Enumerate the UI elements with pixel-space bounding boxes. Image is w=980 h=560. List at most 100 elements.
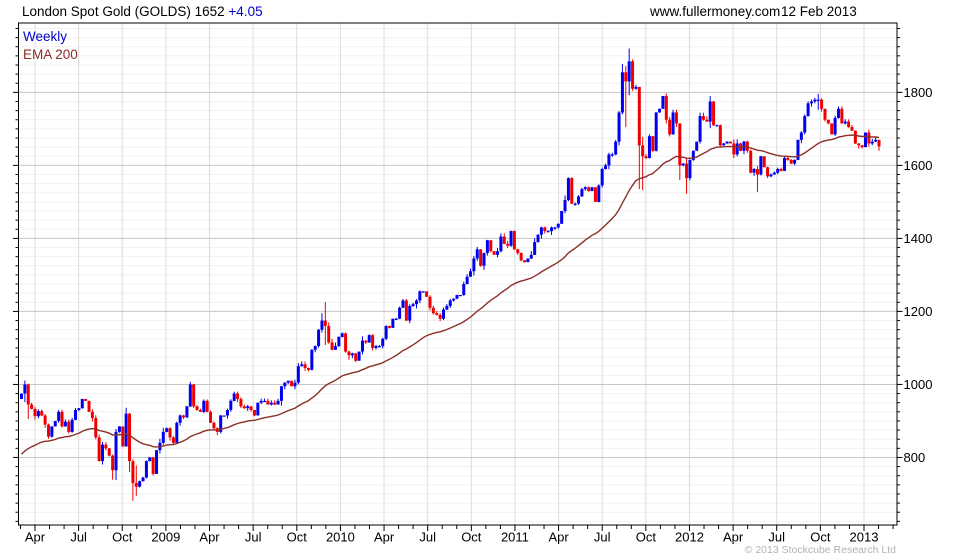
- candle: [523, 259, 527, 263]
- candle: [870, 138, 874, 146]
- candle: [438, 312, 442, 322]
- candle: [50, 426, 54, 438]
- candle: [583, 186, 587, 191]
- candle: [472, 255, 476, 276]
- candle: [300, 361, 304, 367]
- grid-minor-horizontal: [18, 27, 897, 522]
- candle: [124, 407, 128, 447]
- candle: [813, 97, 817, 104]
- candle: [269, 400, 273, 406]
- legend-weekly-label: Weekly: [23, 29, 67, 44]
- candle: [371, 334, 375, 351]
- candle: [462, 281, 466, 296]
- candle: [685, 158, 689, 194]
- candle: [195, 405, 199, 411]
- website-link[interactable]: www.fullermoney.com: [650, 4, 781, 19]
- x-axis-labels: Apr Jul Oct 2009 Apr Jul Oct 2010 Apr Jul Oct 2011 A…: [25, 530, 879, 545]
- x-axis-label: Oct: [287, 530, 308, 545]
- candle: [344, 332, 348, 353]
- candle: [317, 329, 321, 348]
- x-axis-label: Jul: [768, 530, 785, 545]
- candle: [40, 409, 44, 417]
- candle: [725, 141, 729, 144]
- candle: [74, 408, 78, 421]
- candle: [627, 48, 631, 96]
- candle: [617, 111, 621, 146]
- candle: [577, 195, 581, 205]
- y-axis-labels: 800 1000 1200 1400 1600 1800: [904, 85, 933, 465]
- candle: [604, 163, 608, 170]
- candle: [732, 139, 736, 158]
- x-axis-label: Apr: [25, 530, 46, 545]
- candle: [222, 415, 226, 417]
- candle: [475, 246, 479, 262]
- candle: [809, 99, 813, 107]
- candle: [853, 130, 857, 145]
- candle: [580, 187, 584, 197]
- candle: [337, 336, 341, 347]
- candle: [452, 298, 456, 302]
- candle: [114, 428, 118, 481]
- candle: [421, 291, 425, 293]
- candle: [232, 391, 236, 402]
- candle: [482, 252, 486, 270]
- candle: [597, 184, 601, 203]
- candle: [769, 173, 773, 178]
- candle: [519, 252, 523, 262]
- candle: [674, 109, 678, 128]
- candle: [43, 414, 47, 429]
- x-axis-label: Oct: [461, 530, 482, 545]
- candle: [30, 402, 34, 410]
- candle: [279, 385, 283, 406]
- candle: [806, 101, 810, 117]
- candle: [26, 383, 30, 420]
- candle: [772, 171, 776, 175]
- candle: [681, 163, 685, 167]
- candle: [836, 106, 840, 119]
- candle: [614, 140, 618, 156]
- candle: [843, 119, 847, 125]
- candle: [357, 351, 361, 361]
- candle: [877, 139, 881, 151]
- candle: [128, 412, 132, 473]
- candle: [212, 421, 216, 429]
- candle: [529, 250, 533, 260]
- candle: [63, 419, 67, 427]
- candle: [695, 141, 699, 151]
- candle: [526, 258, 530, 263]
- candle: [664, 93, 668, 124]
- candle: [273, 400, 277, 406]
- candle: [209, 410, 213, 423]
- y-axis-label: 1000: [904, 377, 933, 392]
- candle: [347, 350, 351, 360]
- candle: [60, 409, 64, 428]
- candle: [489, 239, 493, 253]
- candle: [661, 96, 665, 109]
- candle: [360, 336, 364, 355]
- candle: [192, 383, 196, 408]
- candle: [668, 116, 672, 137]
- candle: [354, 353, 358, 363]
- candle: [225, 408, 229, 419]
- candle: [290, 380, 294, 387]
- candle: [418, 290, 422, 304]
- candle: [266, 398, 270, 405]
- candle: [799, 131, 803, 144]
- candle: [688, 159, 692, 181]
- candle: [458, 294, 462, 297]
- candle: [867, 129, 871, 147]
- candle: [536, 234, 540, 243]
- candle: [394, 317, 398, 320]
- candle: [830, 123, 834, 135]
- candle: [492, 251, 496, 255]
- candle: [620, 63, 624, 115]
- y-axis-label: 800: [904, 450, 926, 465]
- candle: [755, 166, 759, 193]
- candle: [377, 344, 381, 348]
- candle: [479, 249, 483, 267]
- candle: [252, 409, 256, 417]
- candle: [117, 426, 121, 433]
- candle: [333, 342, 337, 350]
- candle: [512, 230, 516, 250]
- candle: [820, 98, 824, 112]
